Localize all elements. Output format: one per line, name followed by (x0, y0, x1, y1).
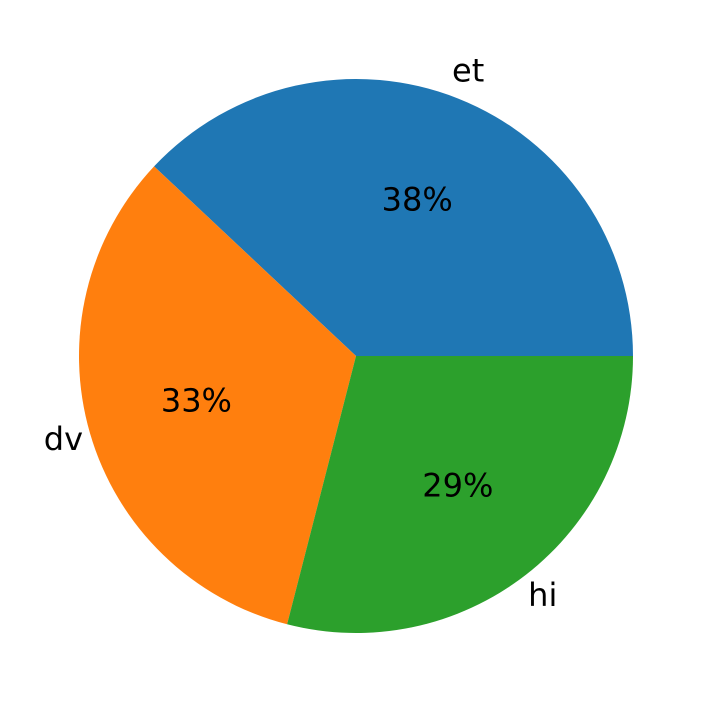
value-label: 33% (161, 381, 232, 419)
slice-label: et (452, 52, 484, 90)
slice-label: hi (528, 576, 557, 614)
value-label: 29% (422, 466, 493, 504)
value-label: 38% (382, 180, 453, 218)
pie-slice (287, 356, 633, 633)
pie-slice (154, 79, 633, 357)
pie-slice (78, 166, 356, 625)
slice-label: dv (44, 420, 83, 458)
